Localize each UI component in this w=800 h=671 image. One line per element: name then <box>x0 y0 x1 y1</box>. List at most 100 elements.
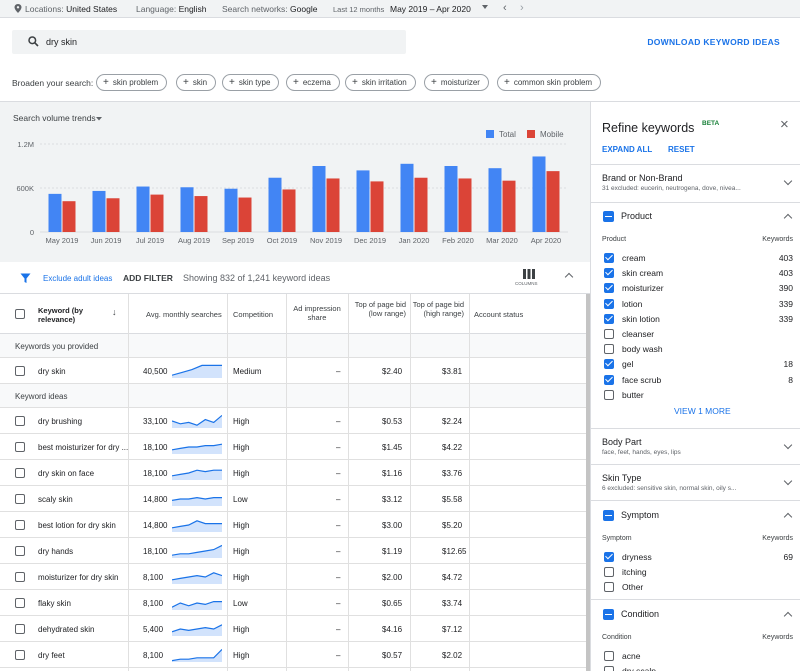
option-checkbox[interactable] <box>604 374 614 385</box>
option-checkbox[interactable] <box>604 359 614 370</box>
option-checkbox[interactable] <box>604 552 614 562</box>
table-row[interactable]: dry feet 8,100 High – $0.57 $2.02 <box>0 642 586 668</box>
row-checkbox[interactable] <box>15 572 25 582</box>
previous-period-icon[interactable]: ‹ <box>503 2 507 14</box>
sort-arrow-icon[interactable]: ↓ <box>112 307 117 317</box>
refine-option[interactable]: skin lotion 339 <box>591 312 800 327</box>
header-keyword[interactable]: Keyword (by relevance) <box>38 306 84 324</box>
table-row[interactable]: dry skin 40,500 Medium – $2.40 $3.81 <box>0 358 586 384</box>
caret-down-icon[interactable] <box>481 3 489 13</box>
row-checkbox[interactable] <box>15 520 25 530</box>
option-checkbox[interactable] <box>604 313 614 324</box>
broaden-chip[interactable]: + eczema <box>286 74 340 91</box>
collapse-condition-icon[interactable] <box>603 609 614 620</box>
table-row[interactable]: dry skin on face 18,100 High – $1.16 $3.76 <box>0 460 586 486</box>
option-checkbox[interactable] <box>604 329 614 339</box>
row-checkbox[interactable] <box>15 468 25 478</box>
refine-option[interactable]: lotion 339 <box>591 297 800 312</box>
option-checkbox[interactable] <box>604 283 614 294</box>
table-row[interactable]: dry hands 18,100 High – $1.19 $12.65 <box>0 538 586 564</box>
refine-option[interactable]: body wash <box>591 342 800 357</box>
reset-button[interactable]: RESET <box>668 145 695 154</box>
view-more-button[interactable]: VIEW 1 MORE <box>674 406 731 416</box>
expand-all-button[interactable]: EXPAND ALL <box>602 145 653 154</box>
table-row[interactable]: scaly skin 14,800 Low – $3.12 $5.58 <box>0 486 586 512</box>
search-networks-setting[interactable]: Search networks: Google <box>222 4 318 14</box>
table-row[interactable]: moisturizer for dry skin 8,100 High – $2.00 $… <box>0 564 586 590</box>
keyword-search-box[interactable]: dry skin <box>12 30 406 54</box>
broaden-chip[interactable]: + skin type <box>222 74 280 91</box>
refine-option[interactable]: Other <box>591 580 800 595</box>
row-checkbox[interactable] <box>15 624 25 634</box>
refine-option[interactable]: itching <box>591 565 800 580</box>
option-checkbox[interactable] <box>604 344 614 355</box>
next-period-icon[interactable]: › <box>520 2 524 14</box>
option-checkbox[interactable] <box>604 389 614 400</box>
row-checkbox[interactable] <box>15 366 25 376</box>
filter-icon[interactable] <box>20 273 31 284</box>
option-checkbox[interactable] <box>604 567 614 578</box>
chevron-up-icon[interactable] <box>783 611 793 621</box>
refine-option[interactable]: cleanser <box>591 327 800 342</box>
row-checkbox[interactable] <box>15 442 25 452</box>
table-row[interactable]: dry brushing 33,100 High – $0.53 $2.24 <box>0 408 586 434</box>
refine-option[interactable]: moisturizer 390 <box>591 281 800 296</box>
broaden-chip[interactable]: + skin <box>176 74 217 91</box>
trend-cell <box>171 544 223 560</box>
brand-section[interactable]: Brand or Non-Brand 31 excluded: eucerin,… <box>591 164 800 202</box>
language-setting[interactable]: Language: English <box>136 4 207 14</box>
option-checkbox[interactable] <box>604 268 614 279</box>
refine-option[interactable]: gel 18 <box>591 357 800 372</box>
exclude-adult-ideas-link[interactable]: Exclude adult ideas <box>43 274 113 283</box>
option-checkbox[interactable] <box>604 651 614 661</box>
columns-button[interactable]: COLUMNS <box>514 267 544 291</box>
header-account-status[interactable]: Account status <box>474 310 524 319</box>
broaden-chip[interactable]: + skin problem <box>96 74 168 91</box>
refine-option[interactable]: acne <box>591 649 800 664</box>
table-row[interactable]: best lotion for dry skin 14,800 High – $3.00… <box>0 512 586 538</box>
refine-option[interactable]: face scrub 8 <box>591 373 800 388</box>
collapse-symptom-icon[interactable] <box>603 510 614 521</box>
table-row[interactable]: dehydrated skin 5,400 High – $4.16 $7.12 <box>0 616 586 642</box>
search-query[interactable]: dry skin <box>46 37 78 47</box>
collapse-product-icon[interactable] <box>603 211 614 222</box>
table-row[interactable]: best moisturizer for dry ... 18,100 High – $… <box>0 434 586 460</box>
refine-option[interactable]: cream 403 <box>591 251 800 266</box>
refine-option[interactable]: dryness 69 <box>591 550 800 565</box>
refine-option[interactable]: skin cream 403 <box>591 266 800 281</box>
collapse-chevron-icon[interactable] <box>564 272 574 282</box>
table-row[interactable]: flaky skin 8,100 Low – $0.65 $3.74 <box>0 590 586 616</box>
option-checkbox[interactable] <box>604 666 614 671</box>
refine-option[interactable]: butter <box>591 388 800 403</box>
row-checkbox[interactable] <box>15 598 25 608</box>
skin-type-section[interactable]: Skin Type 6 excluded: sensitive skin, no… <box>591 464 800 500</box>
row-checkbox[interactable] <box>15 494 25 504</box>
add-filter-button[interactable]: ADD FILTER <box>123 273 173 283</box>
broaden-chip[interactable]: + common skin problem <box>497 74 602 91</box>
table-scrollbar[interactable] <box>586 294 590 671</box>
locations-setting[interactable]: Locations: United States <box>14 4 117 14</box>
select-all-checkbox[interactable] <box>15 309 25 319</box>
chevron-up-icon[interactable] <box>783 512 793 522</box>
chevron-up-icon[interactable] <box>783 213 793 223</box>
row-checkbox[interactable] <box>15 546 25 556</box>
header-impression-share[interactable]: Ad impression share <box>293 304 341 322</box>
chart-bar-mobile <box>282 189 296 232</box>
broaden-chip[interactable]: + skin irritation <box>345 74 416 91</box>
download-keyword-ideas-button[interactable]: DOWNLOAD KEYWORD IDEAS <box>647 37 780 47</box>
trend-cell <box>171 440 223 456</box>
period-dropdown[interactable]: May 2019 – Apr 2020 <box>390 4 471 14</box>
option-checkbox[interactable] <box>604 253 614 263</box>
option-checkbox[interactable] <box>604 582 614 593</box>
body-part-section[interactable]: Body Part face, feet, hands, eyes, lips <box>591 428 800 464</box>
row-checkbox[interactable] <box>15 650 25 660</box>
header-competition[interactable]: Competition <box>233 310 274 319</box>
close-icon[interactable]: × <box>780 116 789 133</box>
refine-option[interactable]: dry scalp <box>591 664 800 671</box>
header-bid-high[interactable]: Top of page bid (high range) <box>412 300 464 318</box>
header-searches[interactable]: Avg. monthly searches <box>146 310 222 319</box>
header-bid-low[interactable]: Top of page bid (low range) <box>354 300 406 318</box>
option-checkbox[interactable] <box>604 298 614 309</box>
row-checkbox[interactable] <box>15 416 25 426</box>
broaden-chip[interactable]: + moisturizer <box>424 74 489 91</box>
